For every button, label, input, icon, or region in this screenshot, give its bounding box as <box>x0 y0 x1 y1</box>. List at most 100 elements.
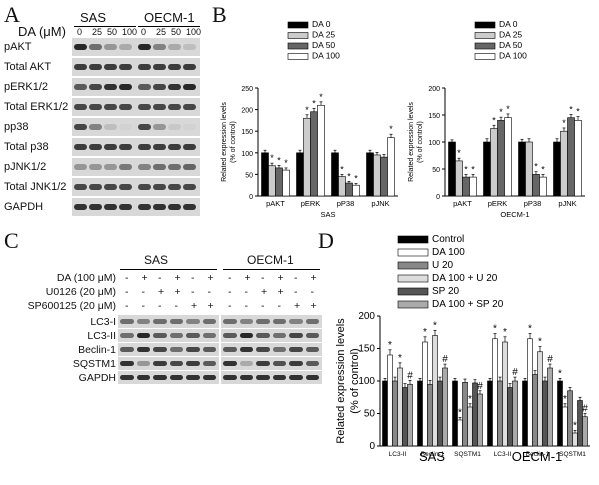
legend-swatch <box>287 53 309 60</box>
group-label: OECM-1 <box>247 253 294 267</box>
blot-row-label: Beclin-1 <box>78 344 116 356</box>
y-tick-label: 0 <box>436 194 440 201</box>
x-tick-label: pERK <box>301 199 321 208</box>
blot-row-label: Total AKT <box>4 61 52 73</box>
blot-band <box>183 164 196 170</box>
significance-mark: * <box>464 164 468 174</box>
bar <box>527 338 533 447</box>
treatment-sign: - <box>228 286 232 298</box>
bar <box>492 338 498 447</box>
legend-label: DA 100 <box>499 51 527 61</box>
significance-mark: * <box>277 155 281 165</box>
legend-swatch <box>397 287 429 296</box>
blot-band <box>89 124 102 130</box>
blot-band <box>136 375 150 380</box>
treatment-sign: - <box>158 300 162 312</box>
bar <box>407 383 413 447</box>
dose-label: 0 <box>77 27 83 37</box>
treatment-label: U0126 (20 μM) <box>45 286 116 298</box>
blot-band <box>183 204 196 210</box>
blot-band <box>104 84 117 90</box>
legend-label: DA 100 + SP 20 <box>432 299 504 310</box>
blot-band <box>168 144 181 150</box>
treatment-sign: - <box>125 286 129 298</box>
significance-mark: * <box>423 327 427 338</box>
treatment-sign: - <box>191 272 195 284</box>
legend-swatch <box>287 21 309 29</box>
treatment-label: DA (100 μM) <box>56 272 116 284</box>
blot-band <box>305 375 319 380</box>
legend-label: U 20 <box>432 260 454 271</box>
blot-row-label: GAPDH <box>78 372 116 384</box>
blot-band <box>89 64 102 70</box>
legend-label: DA 50 <box>499 40 522 50</box>
blot-band <box>183 64 196 70</box>
significance-mark: * <box>457 148 461 158</box>
bar <box>296 152 304 197</box>
blot-band <box>168 64 181 70</box>
dose-axis-label: DA (μM) <box>18 24 66 39</box>
y-tick-label: 150 <box>241 129 253 136</box>
y-axis-label: Related expression levels <box>408 102 415 182</box>
x-tick-label: pP38 <box>524 199 542 208</box>
bar <box>472 382 478 447</box>
blot-band <box>104 64 117 70</box>
bar <box>282 169 290 197</box>
bar <box>397 367 403 447</box>
x-tick-label: SQSTM1 <box>559 451 586 458</box>
legend-swatch <box>397 274 429 283</box>
bar <box>442 367 448 447</box>
bar <box>452 380 458 447</box>
bar <box>512 380 518 447</box>
treatment-sign: - <box>244 300 249 312</box>
dose-label: 0 <box>141 27 147 37</box>
y-tick-label: 0 <box>249 194 253 201</box>
bar <box>525 141 533 197</box>
significance-mark: # <box>547 354 553 365</box>
blot-band <box>119 144 132 150</box>
blot-band <box>104 104 117 110</box>
blot-band <box>120 319 134 324</box>
significance-mark: * <box>305 105 309 115</box>
bar <box>402 387 408 447</box>
legend-label: DA 100 <box>312 51 340 61</box>
bar <box>532 174 540 197</box>
blot-band <box>153 164 166 170</box>
blot-band <box>305 319 319 324</box>
blot-band <box>169 333 183 338</box>
blot-band <box>272 375 286 380</box>
legend-swatch <box>397 300 429 309</box>
blot-band <box>183 124 196 130</box>
significance-mark: * <box>471 164 475 174</box>
blot-band <box>168 104 181 110</box>
significance-mark: # <box>407 370 413 381</box>
blot-band <box>289 361 303 366</box>
blot-band <box>272 333 286 338</box>
blot-row-label: pERK1/2 <box>4 81 49 93</box>
blot-band <box>119 164 132 170</box>
y-tick-label: 200 <box>241 108 253 115</box>
legend-label: DA 0 <box>312 19 331 29</box>
treatment-sign: - <box>310 286 315 298</box>
blot-row-label: GAPDH <box>4 201 44 213</box>
blot-strip <box>118 315 219 328</box>
blot-strip <box>118 343 219 356</box>
bar <box>522 380 528 447</box>
blot-band <box>186 375 200 380</box>
group-underline <box>120 269 217 270</box>
blot-band <box>89 204 102 210</box>
legend-swatch <box>474 42 496 50</box>
treatment-sign: - <box>174 300 179 312</box>
blot-row-label: LC3-I <box>90 316 116 328</box>
blot-band <box>169 319 183 324</box>
group-label: SAS <box>144 253 169 267</box>
blot-band <box>186 361 200 366</box>
legend-swatch <box>397 235 429 244</box>
blot-band <box>119 104 132 110</box>
blot-band <box>89 184 102 190</box>
significance-mark: * <box>562 118 566 128</box>
bar <box>582 416 588 447</box>
blot-band <box>153 144 166 150</box>
treatment-sign: + <box>191 300 198 312</box>
blot-row-label: Total p38 <box>4 141 49 153</box>
